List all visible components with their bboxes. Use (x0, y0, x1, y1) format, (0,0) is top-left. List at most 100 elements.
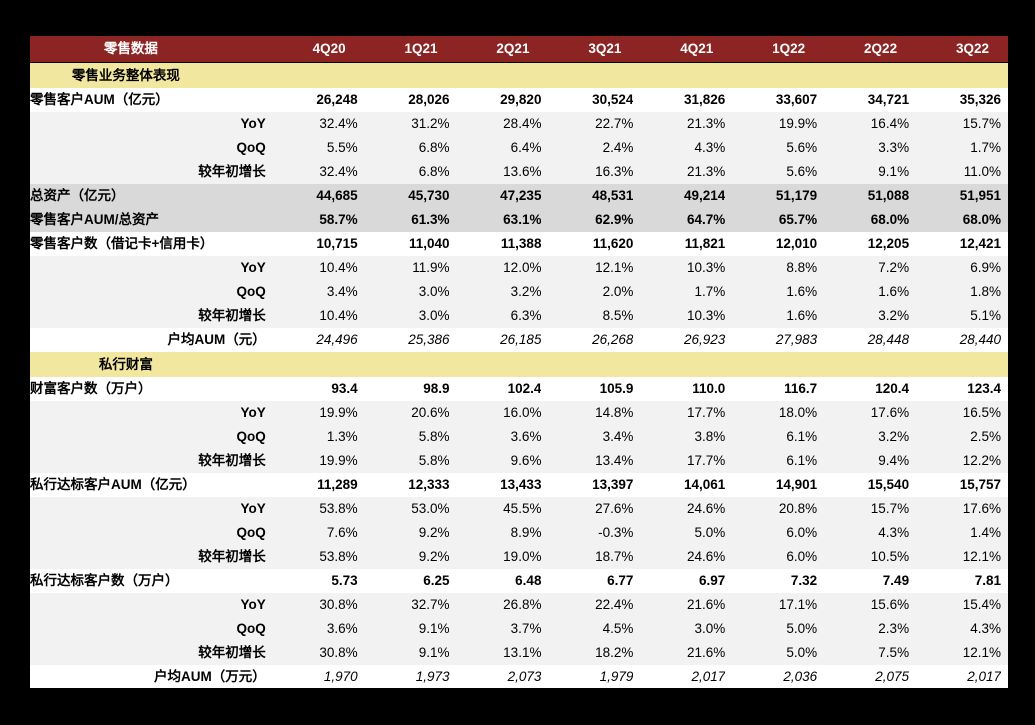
row-label-总资产-亿元: 总资产（亿元） (30, 184, 266, 208)
cell-2Q22: 120.4 (817, 377, 910, 401)
cell-4Q21: 4.3% (633, 136, 726, 160)
cell-1Q21: 9.1% (357, 641, 450, 665)
cell-1Q21: 31.2% (357, 112, 450, 136)
cell-1Q21: 9.1% (357, 617, 450, 641)
row-label-户均AUM-万元: 户均AUM（万元） (30, 665, 266, 688)
table-row: 较年初增长10.4%3.0%6.3%8.5%10.3%1.6%3.2%5.1%4… (30, 304, 1008, 328)
cell-2Q21: 13.6% (449, 160, 542, 184)
cell-4Q22: 16,208 (1000, 473, 1008, 497)
cell-2Q21: 16.0% (449, 401, 542, 425)
cell-3Q21: 30,524 (541, 88, 634, 112)
cell-2Q21: 63.1% (449, 208, 542, 232)
header-quarter-1Q21: 1Q21 (357, 36, 450, 63)
cell-4Q20: 1,970 (265, 665, 358, 688)
cell-2Q22: 16.4% (817, 112, 910, 136)
section-spacer-cell (633, 352, 726, 377)
cell-3Q22: 15.7% (909, 112, 1001, 136)
table-viewport: 零售数据 4Q20 1Q21 2Q21 3Q21 4Q21 1Q22 2Q22 … (30, 36, 1008, 688)
row-label-零售客户AUM-总资产: 零售客户AUM/总资产 (30, 208, 266, 232)
cell-4Q21: 3.8% (633, 425, 726, 449)
cell-3Q22: 12.1% (909, 545, 1001, 569)
cell-1Q22: 65.7% (725, 208, 818, 232)
section-spacer-cell (449, 62, 542, 88)
cell-2Q22: 28,448 (817, 328, 910, 352)
cell-2Q21: 26.8% (449, 593, 542, 617)
cell-4Q22: 15.5% (1000, 641, 1008, 665)
cell-4Q22: 72.9% (1000, 208, 1008, 232)
cell-1Q22: 6.0% (725, 545, 818, 569)
cell-3Q22: 123.4 (909, 377, 1001, 401)
cell-2Q21: 26,185 (449, 328, 542, 352)
cell-2Q21: 29,820 (449, 88, 542, 112)
table-header: 零售数据 4Q20 1Q21 2Q21 3Q21 4Q21 1Q22 2Q22 … (30, 36, 1008, 63)
cell-1Q22: 17.1% (725, 593, 818, 617)
cell-4Q22: 35,873 (1000, 88, 1008, 112)
cell-4Q20: 53.8% (265, 545, 358, 569)
cell-4Q20: 58.7% (265, 208, 358, 232)
cell-4Q21: 110.0 (633, 377, 726, 401)
cell-4Q20: 3.4% (265, 280, 358, 304)
cell-1Q22: 6.0% (725, 521, 818, 545)
cell-1Q21: 9.2% (357, 545, 450, 569)
section-header-row: 私行财富 (30, 352, 1008, 377)
section-spacer-cell (541, 352, 634, 377)
cell-4Q22: 15.0% (1000, 449, 1008, 473)
cell-4Q21: 10.3% (633, 256, 726, 280)
cell-4Q20: 5.5% (265, 136, 358, 160)
cell-1Q22: 33,607 (725, 88, 818, 112)
row-label-私行达标客户数-万户: 私行达标客户数（万户） (30, 569, 266, 593)
row-label-QoQ: QoQ (30, 136, 266, 160)
table-row: YoY 32.4% 31.2% 28.4% 22.7% 21.3% 19.9% 16.4% 15… (30, 112, 1008, 136)
table-row: 较年初增长 19.9% 5.8% 9.6% 13.4% 17.7% 6.1% 9.4% 12.2… (30, 449, 1008, 473)
cell-3Q21: 1,979 (541, 665, 634, 688)
cell-4Q22: 12.7% (1000, 160, 1008, 184)
cell-4Q20: 3.6% (265, 617, 358, 641)
header-quarter-3Q22: 3Q22 (909, 36, 1001, 63)
table-row: YoY 30.8% 32.7% 26.8% 22.4% 21.6% 17.1% 15.6% 15… (30, 593, 1008, 617)
section-header-row: 零售业务整体表现 (30, 62, 1008, 88)
cell-3Q21: 2.4% (541, 136, 634, 160)
cell-3Q21: 4.5% (541, 617, 634, 641)
cell-1Q22: 5.6% (725, 136, 818, 160)
cell-3Q22: 1.8% (909, 280, 1001, 304)
cell-4Q22: 3.1% (1000, 617, 1008, 641)
row-label-QoQ: QoQ (30, 617, 266, 641)
cell-1Q22: 1.6% (725, 280, 818, 304)
table-row: YoY 19.9% 20.6% 16.0% 14.8% 17.7% 18.0% 17.6% 16… (30, 401, 1008, 425)
section-spacer-cell (265, 352, 358, 377)
cell-2Q21: 19.0% (449, 545, 542, 569)
table-row: YoY 10.4% 11.9% 12.0% 12.1% 10.3% 8.8% 7.2% 6.9%… (30, 256, 1008, 280)
cell-4Q21: 26,923 (633, 328, 726, 352)
cell-4Q20: 24,496 (265, 328, 358, 352)
cell-2Q22: 3.2% (817, 425, 910, 449)
cell-3Q21: 8.5% (541, 304, 634, 328)
header-quarter-4Q20: 4Q20 (265, 36, 358, 63)
cell-4Q21: 21.3% (633, 160, 726, 184)
cell-2Q22: 15.7% (817, 497, 910, 521)
cell-4Q20: 44,685 (265, 184, 358, 208)
cell-2Q22: 2.3% (817, 617, 910, 641)
row-label-QoQ: QoQ (30, 521, 266, 545)
section-spacer-cell (1000, 62, 1008, 88)
section-spacer-cell (357, 62, 450, 88)
cell-3Q22: 15.4% (909, 593, 1001, 617)
header-quarter-1Q22: 1Q22 (725, 36, 818, 63)
row-label-零售客户数-借记卡-信用卡: 零售客户数（借记卡+信用卡） (30, 232, 266, 256)
cell-1Q22: 51,179 (725, 184, 818, 208)
cell-2Q21: 6.4% (449, 136, 542, 160)
row-label-QoQ: QoQ (30, 280, 266, 304)
section-spacer-cell (449, 352, 542, 377)
section-spacer-cell (357, 352, 450, 377)
cell-4Q21: 17.7% (633, 449, 726, 473)
table-row: 零售客户数（借记卡+信用卡） 10,715 11,040 11,388 11,620 11… (30, 232, 1008, 256)
cell-4Q20: 93.4 (265, 377, 358, 401)
cell-2Q21: 45.5% (449, 497, 542, 521)
cell-1Q21: 3.0% (357, 280, 450, 304)
cell-2Q21: 13,433 (449, 473, 542, 497)
cell-1Q21: 6.8% (357, 136, 450, 160)
cell-3Q22: 2.5% (909, 425, 1001, 449)
section-spacer-cell (633, 62, 726, 88)
row-label-零售客户AUM-亿元: 零售客户AUM（亿元） (30, 88, 266, 112)
